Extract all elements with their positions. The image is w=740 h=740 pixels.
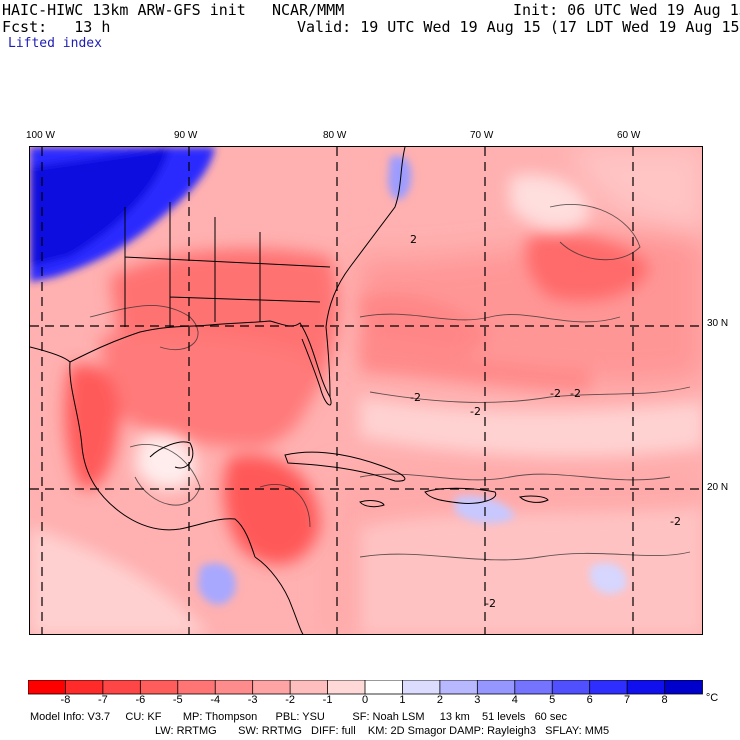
border-us-states-1 bbox=[124, 202, 331, 327]
colorbar-label: -3 bbox=[247, 694, 258, 706]
lat-label-30n: 30 N bbox=[707, 318, 729, 329]
lon-label-70w: 70 W bbox=[470, 130, 494, 141]
colorbar-swatch bbox=[327, 680, 366, 695]
colorbar-swatch bbox=[139, 680, 179, 695]
isoline-7 bbox=[259, 483, 311, 528]
field-south-caribbean bbox=[360, 507, 702, 634]
colorbar-label: 4 bbox=[511, 694, 518, 706]
colorbar-swatch bbox=[364, 680, 404, 695]
field-atlantic-cell bbox=[526, 233, 650, 301]
colorbar-label: 0 bbox=[361, 694, 369, 706]
coastline-puerto-rico bbox=[518, 495, 549, 503]
colorbar-label: -1 bbox=[322, 694, 333, 706]
lon-label-60w: 60 W bbox=[617, 130, 641, 141]
isoline-6 bbox=[129, 443, 201, 506]
contour-label: -2 bbox=[550, 387, 561, 400]
colorbar-label: 5 bbox=[549, 694, 556, 706]
contour-label: -2 bbox=[570, 387, 581, 400]
isoline-8 bbox=[549, 203, 641, 261]
colorbar-swatch bbox=[214, 680, 254, 695]
field-plains-core bbox=[30, 147, 170, 267]
colorbar-swatch bbox=[439, 680, 479, 695]
agency-label: NCAR/MMM bbox=[272, 1, 345, 19]
field-name: Lifted index bbox=[8, 36, 102, 51]
isoline-2 bbox=[359, 313, 621, 323]
isoline-5 bbox=[359, 551, 691, 561]
model-title: HAIC-HIWC 13km ARW-GFS init bbox=[2, 1, 246, 19]
colorbar-label: -5 bbox=[172, 694, 183, 706]
colorbar-label: 7 bbox=[624, 694, 631, 706]
lon-label-100w: 100 W bbox=[26, 130, 55, 141]
coastline-hispaniola bbox=[424, 487, 497, 504]
field-chesapeake-blue bbox=[388, 155, 412, 200]
colorbar-label: 2 bbox=[436, 694, 443, 706]
field-bahamas-strip bbox=[360, 337, 590, 392]
lat-label-20n: 20 N bbox=[707, 482, 729, 493]
model-info-line1: Model Info: V3.7 CU: KF MP: Thompson PBL… bbox=[30, 711, 567, 723]
field-yucatan-pale bbox=[135, 434, 196, 490]
colorbar-label: 1 bbox=[399, 694, 406, 706]
valid-time: Valid: 19 UTC Wed 19 Aug 15 (17 LDT Wed … bbox=[297, 18, 740, 36]
field-caribbean-pale-band bbox=[360, 397, 702, 457]
contour-label: -2 bbox=[410, 391, 421, 404]
colorbar-label: -2 bbox=[285, 694, 295, 706]
isoline-4 bbox=[359, 473, 671, 481]
lifted-index-map: -2 -2 -2 -2 2 -2 -2 bbox=[29, 146, 703, 635]
model-info-line2: LW: RRTMG SW: RRTMG DIFF: full KM: 2D Sm… bbox=[155, 725, 610, 737]
field-mexico-texas bbox=[64, 364, 120, 489]
colorbar-label: -4 bbox=[210, 694, 221, 706]
coastline-central-america bbox=[254, 556, 304, 634]
init-time: Init: 06 UTC Wed 19 Aug 15 bbox=[513, 1, 740, 19]
coastline-atlantic-us bbox=[325, 147, 406, 398]
colorbar-label: 8 bbox=[661, 694, 668, 706]
contour-label: -2 bbox=[470, 405, 481, 418]
colorbar-swatch bbox=[252, 680, 292, 695]
colorbar-swatch bbox=[476, 680, 516, 695]
lon-label-90w: 90 W bbox=[174, 130, 198, 141]
colorbar-swatch bbox=[65, 680, 104, 695]
contour-label: -2 bbox=[670, 515, 681, 528]
colorbar-swatch bbox=[177, 680, 217, 695]
field-central-america-blue bbox=[198, 563, 236, 605]
coastline-cuba bbox=[284, 451, 406, 482]
colorbar-swatch bbox=[626, 680, 666, 695]
colorbar-swatch bbox=[551, 680, 591, 695]
isoline-3 bbox=[369, 386, 691, 403]
lon-label-80w: 80 W bbox=[323, 130, 347, 141]
colorbar-label: -8 bbox=[60, 694, 71, 706]
colorbar-label: -7 bbox=[97, 694, 108, 706]
field-atlantic-blue-patch bbox=[590, 563, 627, 594]
border-mexico bbox=[30, 346, 71, 363]
colorbar-swatch bbox=[589, 680, 629, 695]
field-northeast-corner bbox=[570, 147, 702, 237]
field-gulf-of-mexico bbox=[100, 333, 313, 447]
colorbar-label: 6 bbox=[586, 694, 593, 706]
colorbar-swatch bbox=[289, 680, 329, 695]
field-pacific-mexico bbox=[30, 527, 209, 634]
colorbar-swatch bbox=[514, 680, 554, 695]
contour-label: 2 bbox=[410, 233, 417, 246]
coastline-jamaica bbox=[359, 500, 385, 508]
colorbar-swatch bbox=[664, 680, 703, 695]
field-atlantic-pale-swirl bbox=[510, 174, 590, 230]
colorbar-swatch bbox=[402, 680, 441, 695]
colorbar bbox=[28, 680, 703, 695]
coastline-texas-mexico bbox=[69, 361, 256, 558]
colorbar-label: 3 bbox=[474, 694, 481, 706]
colorbar-swatch bbox=[102, 680, 142, 695]
forecast-hour: Fcst: 13 h bbox=[2, 18, 111, 36]
colorbar-label: -6 bbox=[135, 694, 146, 706]
colorbar-unit: °C bbox=[705, 692, 719, 704]
colorbar-swatch bbox=[28, 680, 67, 695]
coastline-yucatan bbox=[149, 441, 194, 469]
isoline-1 bbox=[89, 305, 199, 351]
contour-label: -2 bbox=[485, 597, 496, 610]
